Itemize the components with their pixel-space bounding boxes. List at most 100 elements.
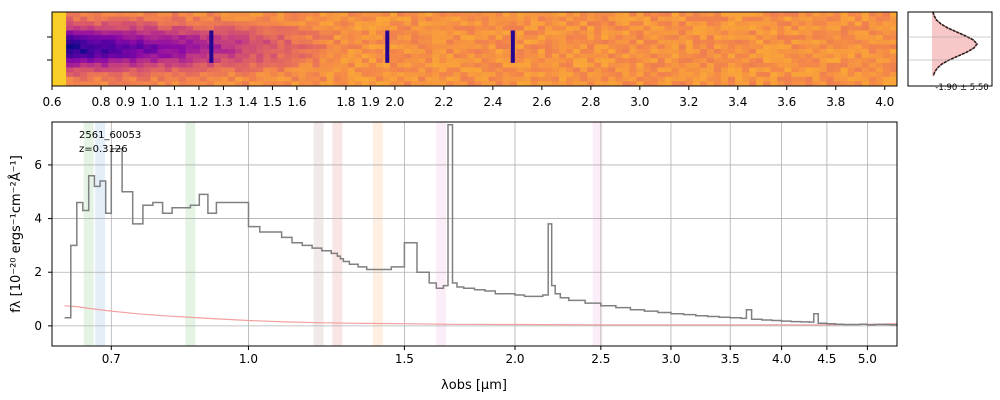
heat-cell <box>221 81 229 87</box>
heat-cell <box>608 58 616 64</box>
heat-cell <box>397 30 405 36</box>
heat-cell <box>650 25 658 31</box>
heat-cell <box>284 62 292 68</box>
heat-cell <box>551 58 560 64</box>
heat-cell <box>629 16 637 22</box>
heat-cell <box>171 49 180 55</box>
heat-cell <box>354 58 363 64</box>
heat-cell <box>742 76 750 82</box>
heat-cell <box>875 21 884 27</box>
heat-cell <box>108 16 116 22</box>
heat-cell <box>368 72 377 78</box>
heat-cell <box>685 76 694 82</box>
heat-cell <box>59 39 67 45</box>
heat-cell <box>319 16 328 22</box>
heat-cell <box>777 76 785 82</box>
heat-cell <box>418 49 426 55</box>
heat-cell <box>199 35 208 41</box>
heat-cell <box>777 53 785 59</box>
heat-cell <box>129 25 137 31</box>
heat-cell <box>375 39 384 45</box>
heat-cell <box>777 12 785 18</box>
heat-cell <box>551 21 560 27</box>
heat-cell <box>80 25 88 31</box>
heat-cell <box>805 67 813 73</box>
heat-cell <box>882 58 891 64</box>
heat-cell <box>474 25 482 31</box>
heat-cell <box>390 81 398 87</box>
heat-cell <box>270 81 278 87</box>
heat-cell <box>784 16 792 22</box>
heat-cell <box>206 62 215 68</box>
heat-cell <box>699 25 708 31</box>
heat-cell <box>706 58 715 64</box>
heat-cell <box>713 67 722 73</box>
heat-cell <box>770 30 778 36</box>
heat-cell <box>94 44 102 50</box>
heat-cell <box>622 16 630 22</box>
top-x-tick-label: 1.6 <box>287 95 306 109</box>
heat-cell <box>805 16 813 22</box>
heat-cell <box>559 58 567 64</box>
heat-cell <box>404 30 412 36</box>
heat-cell <box>650 39 658 45</box>
heat-cell <box>326 58 335 64</box>
heat-cell <box>178 25 187 31</box>
heat-cell <box>798 81 806 87</box>
heat-cell <box>122 49 130 55</box>
heat-cell <box>305 35 313 41</box>
heat-cell <box>720 25 729 31</box>
heat-cell <box>678 76 687 82</box>
heat-cell <box>73 44 81 50</box>
heat-cell <box>446 21 454 27</box>
heat-cell <box>221 16 229 22</box>
heat-cell <box>375 12 384 18</box>
heat-cell <box>601 81 609 87</box>
heat-cell <box>157 16 166 22</box>
heat-cell <box>192 12 201 18</box>
heat-cell <box>143 81 151 87</box>
heat-cell <box>495 49 504 55</box>
heat-cell <box>368 35 377 41</box>
heat-cell <box>157 53 166 59</box>
heat-cell <box>256 44 264 50</box>
heat-cell <box>206 67 215 73</box>
heat-cell <box>249 25 257 31</box>
heat-cell <box>228 30 236 36</box>
heat-cell <box>671 67 680 73</box>
heat-cell <box>544 35 553 41</box>
heat-cell <box>474 58 482 64</box>
heat-cell <box>481 35 489 41</box>
heat-cell <box>601 25 609 31</box>
heat-cell <box>488 76 497 82</box>
heat-cell <box>242 58 250 64</box>
heat-cell <box>826 53 835 59</box>
heat-cell <box>277 39 285 45</box>
heat-cell <box>333 62 342 68</box>
heat-cell <box>882 67 891 73</box>
heat-cell <box>361 35 370 41</box>
heat-cell <box>692 72 701 78</box>
heat-cell <box>284 25 292 31</box>
heat-cell <box>742 53 750 59</box>
heat-cell <box>692 67 701 73</box>
heat-cell <box>784 35 792 41</box>
heat-cell <box>742 16 750 22</box>
heat-cell <box>164 67 173 73</box>
heat-cell <box>305 76 313 82</box>
heat-cell <box>791 35 799 41</box>
heat-cell <box>425 67 433 73</box>
heat-cell <box>798 49 806 55</box>
heat-cell <box>643 39 651 45</box>
heat-cell <box>650 67 658 73</box>
heat-cell <box>770 81 778 87</box>
heat-cell <box>122 53 130 59</box>
heat-cell <box>228 53 236 59</box>
emission-line-2d <box>209 30 214 63</box>
heat-cell <box>333 49 342 55</box>
heat-cell <box>326 16 335 22</box>
heat-cell <box>199 76 208 82</box>
heat-cell <box>347 62 356 68</box>
heat-cell <box>270 67 278 73</box>
heat-cell <box>756 76 764 82</box>
